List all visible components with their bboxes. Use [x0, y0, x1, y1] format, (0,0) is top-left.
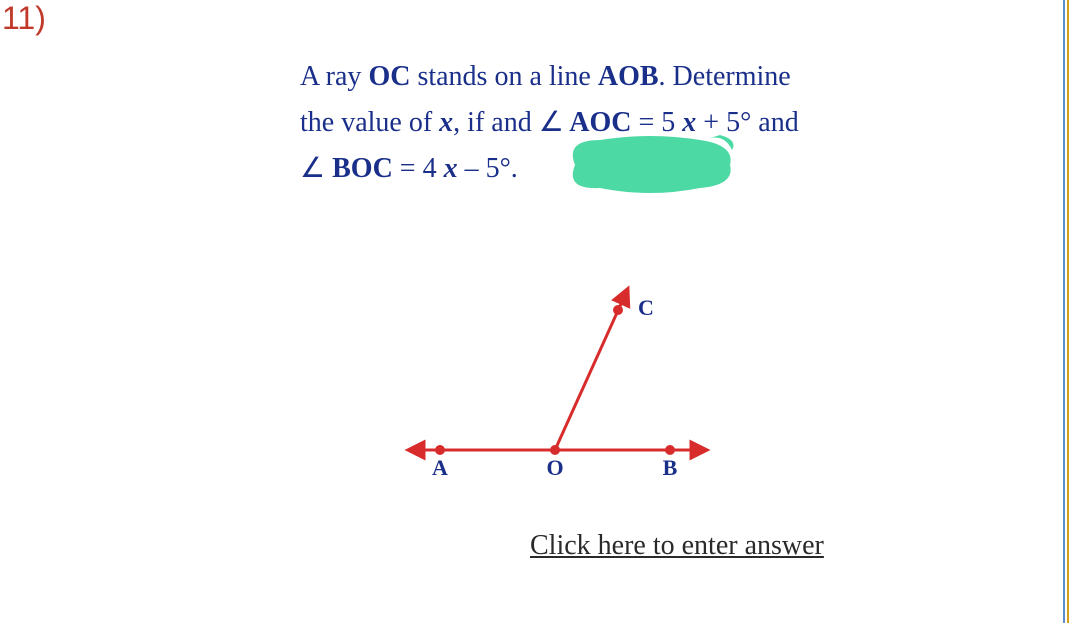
point-label-B: B — [663, 455, 678, 480]
point-label-O: O — [546, 455, 563, 480]
angle-diagram: A O B C — [380, 260, 760, 520]
variable-x: x — [444, 153, 458, 184]
problem-statement: A ray OC stands on a line AOB. Determine… — [300, 55, 940, 191]
point-label-A: A — [432, 455, 448, 480]
text-fragment: the value of — [300, 107, 439, 138]
text-fragment: . Determine — [659, 61, 791, 92]
angle-symbol: ∠ — [300, 152, 325, 183]
ray-oc-label: OC — [368, 61, 410, 92]
angle-aoc-label: AOC — [564, 107, 632, 138]
variable-x: x — [439, 107, 453, 138]
text-fragment: A ray — [300, 61, 368, 92]
variable-x: x — [682, 107, 696, 138]
text-fragment: stands on a line — [410, 61, 597, 92]
text-fragment: = 5 — [632, 107, 683, 138]
angle-symbol: ∠ — [539, 106, 564, 137]
text-fragment: = 4 — [393, 153, 444, 184]
right-border-decoration — [1063, 0, 1069, 623]
enter-answer-link[interactable]: Click here to enter answer — [530, 530, 824, 562]
text-fragment: – 5°. — [458, 153, 518, 184]
angle-boc-label: BOC — [325, 153, 393, 184]
question-number: 11) — [2, 0, 46, 37]
point-label-C: C — [638, 295, 654, 320]
line-aob-label: AOB — [598, 61, 659, 92]
problem-frame: 11) A ray OC stands on a line AOB. Deter… — [0, 0, 1069, 623]
text-fragment: , if and — [453, 107, 539, 138]
text-fragment: + 5° and — [696, 107, 798, 138]
